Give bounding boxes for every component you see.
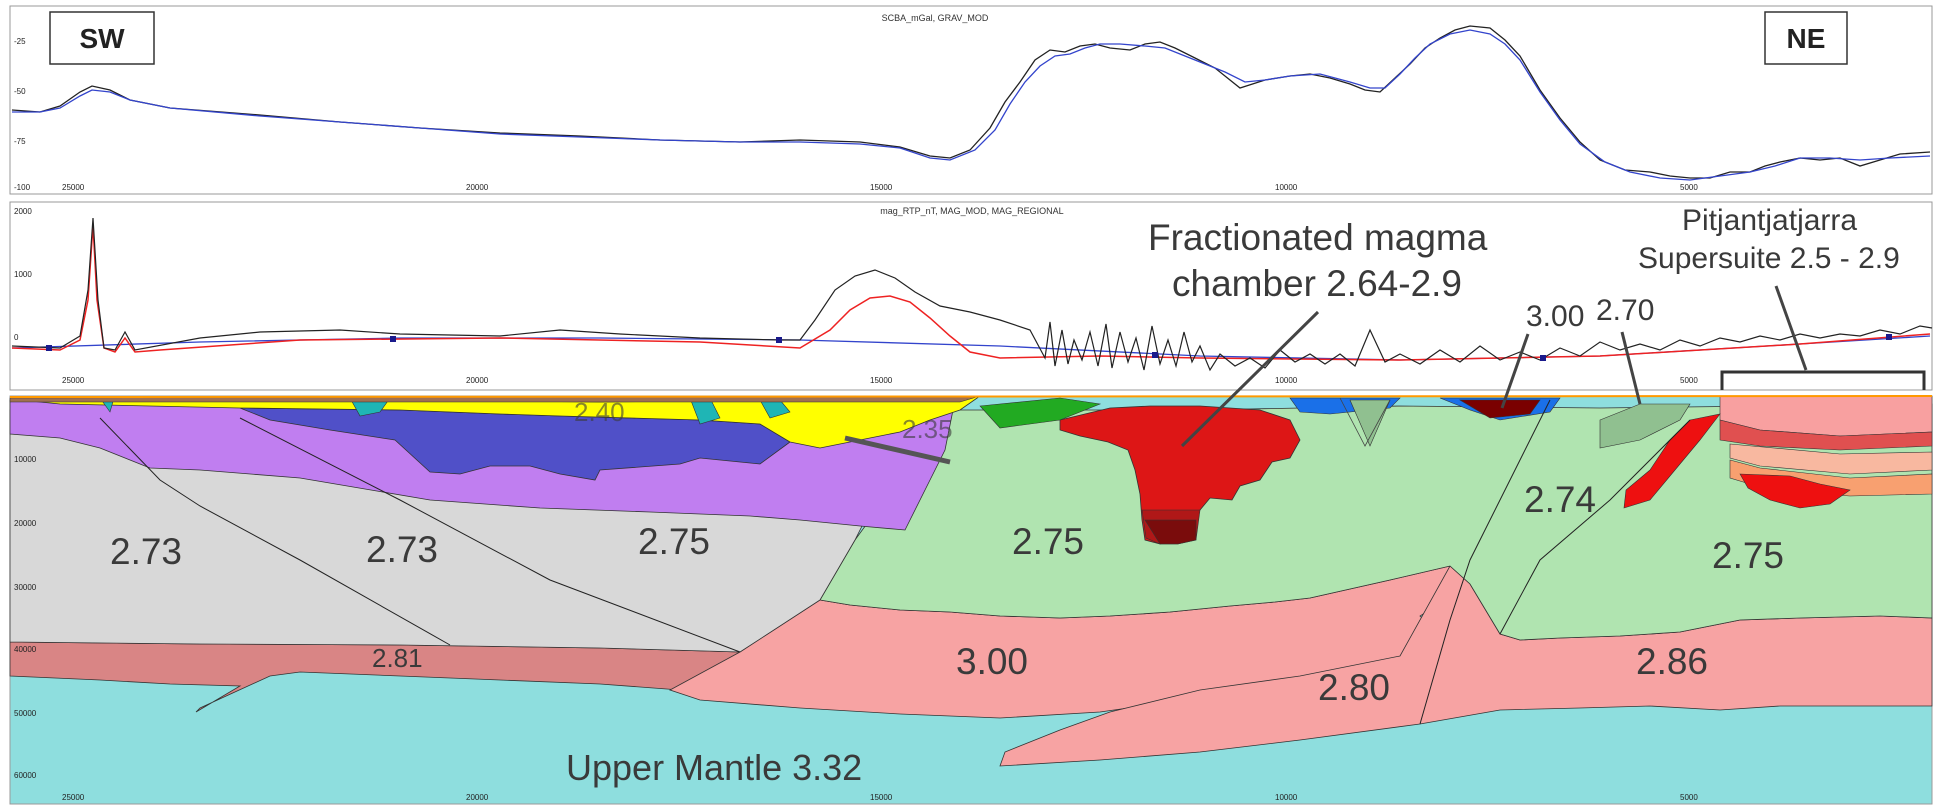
magnetic-model-curve xyxy=(11,224,1931,361)
mag-control-point[interactable] xyxy=(1152,352,1158,358)
section-x-tick: 10000 xyxy=(1275,793,1298,802)
magma-chamber-label: chamber 2.64-2.9 xyxy=(1172,263,1462,304)
label-270-leader xyxy=(1620,331,1642,405)
pitjantjatjarra-label: Pitjantjatjarra xyxy=(1682,204,1857,237)
density-label: 3.00 xyxy=(956,641,1028,682)
gravity-observed-curve xyxy=(11,25,1931,179)
gravity-x-tick: 25000 xyxy=(62,183,85,192)
pitjantjatjarra-label: Supersuite 2.5 - 2.9 xyxy=(1638,242,1900,275)
density-label: 2.74 xyxy=(1524,479,1596,520)
boundary-line xyxy=(1419,399,1551,725)
sw-label: SW xyxy=(79,23,125,54)
upper-crust-cyan xyxy=(99,397,791,425)
pitj-layer-3 xyxy=(1729,443,1933,475)
depth-tick: 20000 xyxy=(14,519,37,528)
depth-tick: 10000 xyxy=(14,455,37,464)
annotations: Fractionated magma chamber 2.64-2.9 Pitj… xyxy=(1148,204,1926,448)
magnetic-y-tick: 0 xyxy=(14,333,19,342)
magma-chamber xyxy=(1059,405,1301,545)
magnetic-x-tick: 10000 xyxy=(1275,376,1298,385)
depth-tick: 40000 xyxy=(14,645,37,654)
magnetic-panel: mag_RTP_nT, MAG_MOD, MAG_REGIONAL 2000 1… xyxy=(9,201,1933,391)
depth-tick: 50000 xyxy=(14,709,37,718)
depth-tick: 60000 xyxy=(14,771,37,780)
depth-tick: 30000 xyxy=(14,583,37,592)
gravity-panel-frame xyxy=(9,5,1933,195)
gravity-y-tick: -25 xyxy=(14,37,26,46)
density-label: 2.75 xyxy=(1012,521,1084,562)
density-label: 2.80 xyxy=(1318,667,1390,708)
density-label: 2.75 xyxy=(1712,535,1784,576)
magma-chamber-label: Fractionated magma xyxy=(1148,217,1488,258)
mag-control-point[interactable] xyxy=(1540,355,1546,361)
ne-label: NE xyxy=(1787,23,1826,54)
gravity-y-tick: -100 xyxy=(14,183,31,192)
magnetic-x-tick: 20000 xyxy=(466,376,489,385)
density-label: 2.75 xyxy=(638,521,710,562)
section-x-tick: 25000 xyxy=(62,793,85,802)
gravity-x-tick: 15000 xyxy=(870,183,893,192)
magnetic-x-tick: 15000 xyxy=(870,376,893,385)
boundary-line xyxy=(1499,419,1691,635)
gravity-y-tick: -75 xyxy=(14,137,26,146)
section-x-tick: 15000 xyxy=(870,793,893,802)
shallow-unit-maroon xyxy=(1458,399,1541,419)
pitj-layer-2 xyxy=(1719,419,1933,451)
density-label: 2.86 xyxy=(1636,641,1708,682)
section-x-tick: 5000 xyxy=(1680,793,1698,802)
boundary-line xyxy=(1339,397,1391,447)
density-label: 2.81 xyxy=(372,643,423,673)
ne-label-box xyxy=(1764,11,1848,65)
label-270: 2.70 xyxy=(1596,294,1654,327)
gravity-x-tick: 5000 xyxy=(1680,183,1698,192)
middle-crust-green xyxy=(819,403,1933,641)
density-label: 2.40 xyxy=(574,397,625,427)
gravity-x-tick: 10000 xyxy=(1275,183,1298,192)
sw-label-box xyxy=(49,11,155,65)
magnetic-observed-curve xyxy=(11,217,1933,372)
magnetic-y-tick: 2000 xyxy=(14,207,32,216)
density-label: 2.35 xyxy=(902,414,953,444)
density-label: 2.73 xyxy=(366,529,438,570)
label-300: 3.00 xyxy=(1526,300,1584,333)
pitjantjatjarra-bracket xyxy=(1720,370,1926,390)
magnetic-panel-title: mag_RTP_nT, MAG_MOD, MAG_REGIONAL xyxy=(880,206,1063,216)
upper-mantle-label: Upper Mantle 3.32 xyxy=(566,747,862,788)
pitjantjatjarra-leader xyxy=(1774,285,1808,371)
fault-line-thick xyxy=(844,435,951,465)
surface-orange-line xyxy=(9,395,1933,398)
magma-chamber-leader xyxy=(1180,310,1320,448)
section-panel: 10000 20000 30000 40000 50000 60000 2500… xyxy=(9,395,1933,805)
magnetic-x-tick: 5000 xyxy=(1680,376,1698,385)
density-label: 2.73 xyxy=(110,531,182,572)
section-x-tick: 20000 xyxy=(466,793,489,802)
magma-chamber-darkest xyxy=(1144,519,1197,545)
gravity-panel-title: SCBA_mGal, GRAV_MOD xyxy=(882,13,989,23)
mag-control-point[interactable] xyxy=(1886,334,1892,340)
mag-control-point[interactable] xyxy=(46,345,52,351)
magnetic-panel-frame xyxy=(9,201,1933,391)
magnetic-x-tick: 25000 xyxy=(62,376,85,385)
mag-control-point[interactable] xyxy=(390,336,396,342)
gravity-panel: SCBA_mGal, GRAV_MOD -25 -50 -75 -100 250… xyxy=(9,5,1933,195)
boundary-line xyxy=(99,417,451,646)
pitj-red-intrusion xyxy=(1623,413,1851,509)
mag-control-point[interactable] xyxy=(776,337,782,343)
magnetic-y-tick: 1000 xyxy=(14,270,32,279)
gravity-model-curve xyxy=(12,29,1931,181)
boundary-line xyxy=(239,417,741,653)
gravity-y-tick: -50 xyxy=(14,87,26,96)
shallow-unit-green xyxy=(979,397,1102,429)
gravity-x-tick: 20000 xyxy=(466,183,489,192)
label-300-leader xyxy=(1500,333,1530,409)
